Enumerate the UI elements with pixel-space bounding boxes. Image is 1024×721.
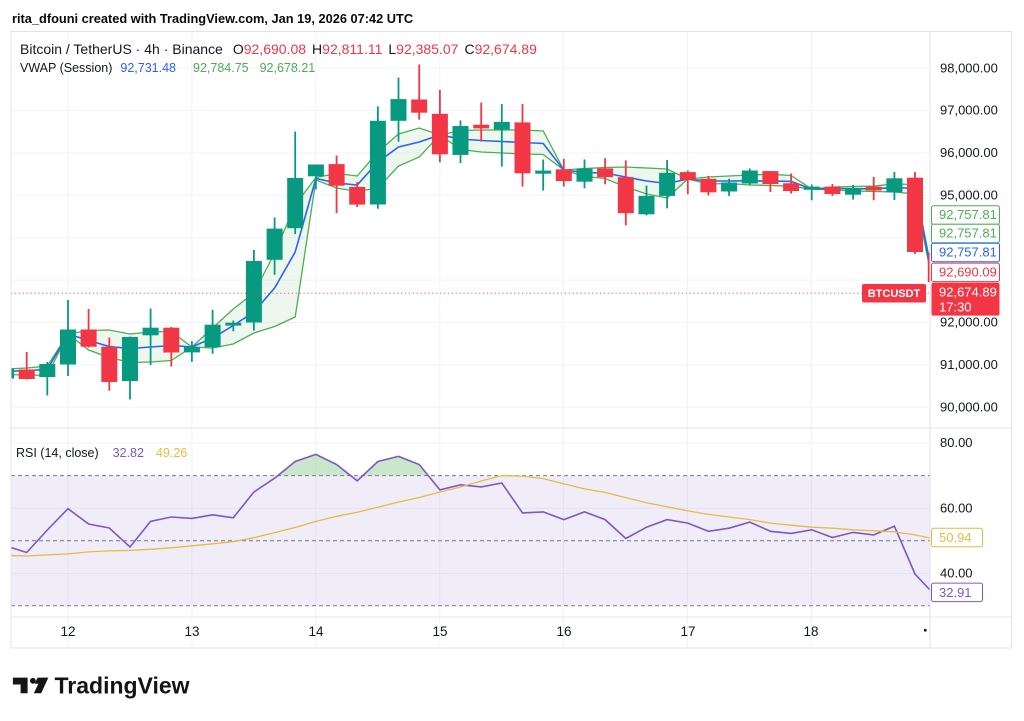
svg-text:96,000.00: 96,000.00 xyxy=(940,145,998,160)
svg-text:92,690.09: 92,690.09 xyxy=(939,265,997,280)
svg-text:40.00: 40.00 xyxy=(940,566,973,581)
svg-text:92,757.81: 92,757.81 xyxy=(939,226,997,241)
svg-text:13: 13 xyxy=(184,624,199,639)
svg-text:32.91: 32.91 xyxy=(939,585,972,600)
svg-text:91,000.00: 91,000.00 xyxy=(940,357,998,372)
svg-text:92,757.81: 92,757.81 xyxy=(939,245,997,260)
svg-text:16: 16 xyxy=(556,624,571,639)
svg-text:rita_dfouni created with Tradi: rita_dfouni created with TradingView.com… xyxy=(12,11,413,26)
svg-text:92,757.81: 92,757.81 xyxy=(939,207,997,222)
svg-text:50.94: 50.94 xyxy=(939,530,972,545)
svg-text:18: 18 xyxy=(803,624,818,639)
svg-text:TradingView: TradingView xyxy=(55,673,190,699)
svg-text:Bitcoin / TetherUS · 4h · Bina: Bitcoin / TetherUS · 4h · Binance O92,690… xyxy=(20,41,537,57)
svg-text:95,000.00: 95,000.00 xyxy=(940,188,998,203)
svg-text:60.00: 60.00 xyxy=(940,501,973,516)
svg-text:17:30: 17:30 xyxy=(939,300,972,315)
svg-text:14: 14 xyxy=(308,624,324,639)
svg-text:90,000.00: 90,000.00 xyxy=(940,400,998,415)
svg-text:92,000.00: 92,000.00 xyxy=(940,315,998,330)
svg-text:80.00: 80.00 xyxy=(940,435,973,450)
svg-text:BTCUSDT: BTCUSDT xyxy=(868,288,921,300)
svg-text:15: 15 xyxy=(432,624,447,639)
svg-text:12: 12 xyxy=(60,624,75,639)
svg-text:17: 17 xyxy=(680,624,695,639)
svg-text:97,000.00: 97,000.00 xyxy=(940,103,998,118)
svg-text:92,674.89: 92,674.89 xyxy=(939,284,997,299)
svg-text:98,000.00: 98,000.00 xyxy=(940,60,998,75)
